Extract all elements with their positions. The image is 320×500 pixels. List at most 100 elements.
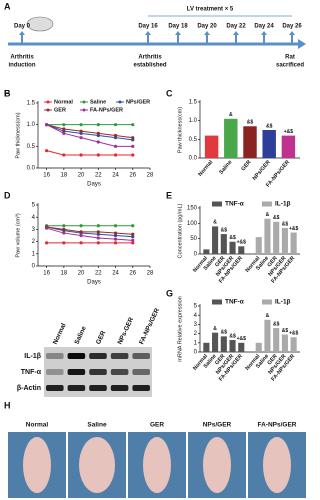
point [79, 224, 83, 228]
y-axis-label: mRNA Relative expression [177, 296, 183, 361]
point [79, 153, 83, 157]
annotation: &$ [266, 123, 273, 129]
y-tick-label: 3 [194, 322, 198, 328]
bar [229, 340, 236, 352]
series-line [46, 124, 133, 139]
y-tick-label: 5 [32, 203, 36, 209]
annotation: &$ [221, 227, 228, 233]
point [131, 224, 135, 228]
bar [238, 342, 245, 352]
y-axis-label: Paw volume (cm³) [15, 213, 21, 257]
point [113, 241, 118, 245]
timeline-arrow [298, 39, 306, 49]
y-tick-label: 4 [194, 313, 198, 319]
point [62, 131, 66, 135]
point [113, 133, 118, 138]
x-tick-label: 26 [129, 271, 136, 277]
point [62, 224, 66, 228]
point [113, 231, 118, 235]
point [62, 227, 66, 231]
y-tick-label: 4 [32, 215, 36, 221]
y-tick-label: 0 [32, 264, 36, 270]
day-arrowhead [261, 31, 267, 35]
bar [264, 319, 271, 352]
annotation: & [213, 220, 217, 226]
blot-band [67, 369, 86, 375]
y-tick-label: 0 [194, 350, 198, 356]
blot-band [110, 353, 129, 359]
blot-band [89, 353, 107, 359]
y-tick-label: 150 [187, 206, 198, 212]
panel-label: G [166, 288, 173, 298]
lane-label: Saline [73, 325, 88, 346]
point [96, 123, 100, 127]
timeline-note: Arthritis [10, 55, 34, 61]
x-axis-label: Days [87, 280, 101, 286]
legend-swatch [212, 201, 222, 207]
bar [281, 334, 288, 352]
bar [229, 241, 236, 254]
legend-swatch [212, 299, 222, 305]
bar [220, 336, 227, 352]
day-label: Day 26 [282, 24, 302, 30]
bar [290, 337, 297, 352]
bar [281, 135, 296, 158]
blot-band [132, 385, 150, 391]
point [96, 131, 100, 135]
blot-band [46, 385, 64, 391]
paw [79, 437, 115, 493]
point [45, 123, 49, 127]
annotation: &$ [282, 221, 289, 227]
photo-label: Saline [87, 422, 107, 429]
legend-marker [46, 100, 50, 104]
day-label: Day 18 [168, 24, 188, 30]
lane-label: Normal [52, 322, 68, 345]
panel-label: H [4, 400, 11, 410]
day-arrowhead [175, 31, 181, 35]
x-tick-label: 18 [61, 271, 68, 277]
blot-band [110, 385, 129, 391]
x-tick-label: 28 [147, 271, 154, 277]
x-tick-label: 24 [112, 271, 119, 277]
x-tick-label: 16 [43, 271, 50, 277]
annotation: & [229, 112, 233, 118]
x-tick-label: 26 [129, 173, 136, 179]
blot-band [67, 385, 86, 391]
point [96, 140, 100, 144]
bar [203, 342, 210, 352]
annotation: +&$ [289, 226, 299, 232]
paw [143, 437, 171, 493]
annotation: &$ [221, 330, 228, 336]
y-tick-label: 3 [32, 227, 36, 233]
y-tick-label: 0 [194, 252, 198, 258]
bar [255, 237, 262, 254]
rat-icon [26, 16, 54, 32]
x-tick-label: 28 [147, 173, 154, 179]
series-line [46, 124, 133, 147]
blot-band [46, 353, 64, 359]
day-arrowhead [204, 31, 210, 35]
y-tick-label: 1.5 [189, 100, 198, 106]
timeline-note: sacrificed [276, 63, 304, 69]
bar [290, 232, 297, 254]
bar [238, 246, 245, 254]
lane-label: FA-NPs/GER [138, 307, 161, 346]
series-line [46, 124, 133, 141]
day-arrowhead [19, 31, 25, 35]
y-tick-label: 1.5 [27, 101, 36, 107]
day-label: Day 16 [138, 24, 158, 30]
x-tick-label: NPs/GER [252, 159, 272, 181]
y-axis-label: Paw thickness(cm) [177, 107, 183, 153]
day-label: Day 0 [14, 24, 31, 30]
point [79, 241, 83, 245]
bar [255, 342, 262, 352]
y-tick-label: 0.5 [189, 137, 198, 143]
y-tick-label: 5 [194, 304, 198, 310]
timeline-note: Arthritis [138, 55, 162, 61]
paw [203, 437, 231, 493]
point [113, 123, 118, 127]
point [96, 230, 100, 234]
y-axis-label: Paw thickness(cm) [15, 112, 21, 158]
legend-marker [82, 108, 86, 112]
series-line [46, 226, 133, 235]
